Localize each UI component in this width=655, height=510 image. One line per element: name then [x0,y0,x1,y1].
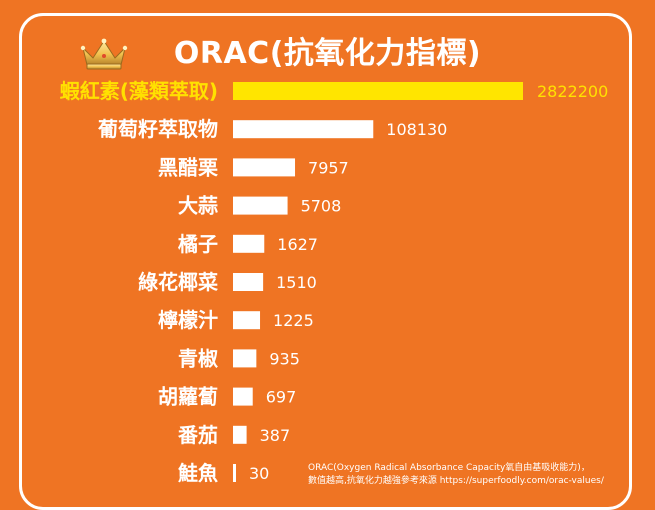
bar [233,387,253,406]
bar [233,158,296,177]
crown-icon [80,38,128,70]
category-label: 鮭魚 [178,461,218,485]
category-label: 番茄 [177,423,218,447]
category-label: 胡蘿蔔 [158,385,218,409]
bar [233,349,257,368]
footnote-line-1: ORAC(Oxygen Radical Absorbance Capacity氧… [308,463,590,473]
bar [233,464,236,482]
bar [233,311,261,330]
category-label: 橘子 [178,232,218,256]
value-label: 387 [260,426,291,445]
value-label: 1510 [276,273,317,292]
category-label: 黑醋栗 [158,155,218,179]
value-label: 1627 [277,235,318,254]
chart-title: ORAC(抗氧化力指標) [173,36,482,71]
bar [233,82,523,100]
value-label: 7957 [308,158,349,177]
value-label: 2822200 [537,82,608,101]
value-label: 935 [269,349,300,368]
value-label: 1225 [273,311,314,330]
bar [233,234,265,253]
category-label: 大蒜 [178,194,218,218]
footnote-line-2: 數值越高,抗氧化力越強參考來源 https://superfoodly.com/… [308,476,604,486]
category-label: 蝦紅素(藻類萃取) [60,79,218,103]
value-label: 697 [266,388,297,407]
category-label: 青椒 [178,346,218,370]
bar [233,120,374,139]
bar [233,425,247,444]
value-label: 30 [249,464,269,483]
category-label: 葡萄籽萃取物 [97,117,218,141]
category-label: 綠花椰菜 [138,270,218,294]
bar [233,196,288,215]
category-label: 檸檬汁 [158,308,218,332]
value-label: 108130 [386,120,447,139]
bar [233,273,264,291]
footnote: ORAC(Oxygen Radical Absorbance Capacity氧… [308,462,604,488]
value-label: 5708 [301,197,342,216]
